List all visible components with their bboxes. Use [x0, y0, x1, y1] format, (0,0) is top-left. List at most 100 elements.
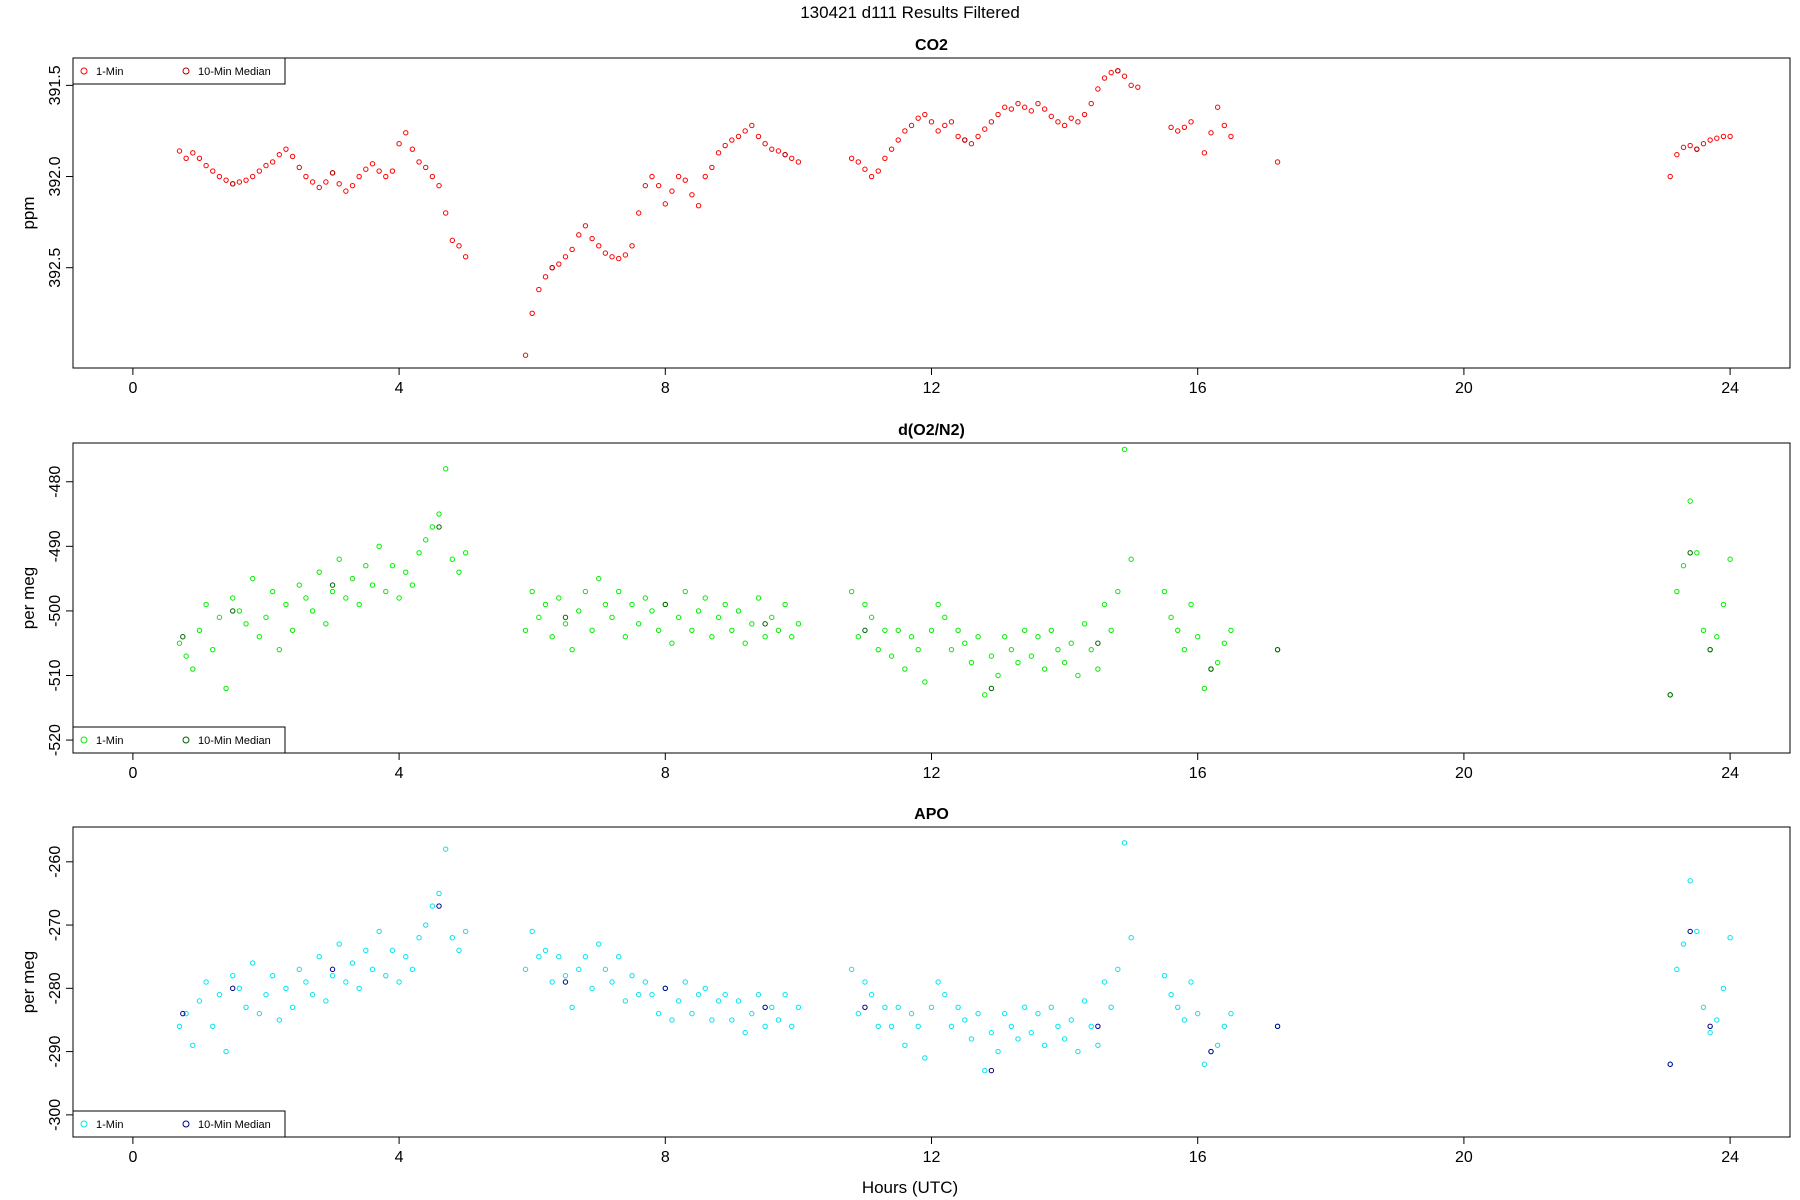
- apo-legend: 1-Min 10-Min Median: [72, 1110, 286, 1138]
- apo-x-tick-label: 4: [395, 1149, 404, 1166]
- apo-y-tick-label: -270: [47, 909, 64, 941]
- data-point: [416, 159, 422, 165]
- data-point: [882, 155, 888, 161]
- data-point: [243, 177, 249, 183]
- data-point: [456, 947, 462, 954]
- data-point: [689, 1010, 695, 1017]
- data-point: [762, 634, 768, 640]
- data-point: [968, 141, 975, 147]
- data-point: [1128, 82, 1134, 89]
- data-point: [562, 979, 569, 985]
- data-point: [203, 162, 209, 169]
- data-point: [1720, 601, 1727, 608]
- data-point: [343, 979, 349, 985]
- data-point: [675, 998, 682, 1004]
- data-point: [928, 119, 935, 125]
- data-point: [868, 173, 875, 180]
- data-point: [1081, 111, 1088, 118]
- data-point: [436, 511, 442, 517]
- data-point: [1088, 1023, 1094, 1029]
- data-point: [709, 164, 715, 171]
- data-point: [383, 588, 389, 595]
- data-point: [1108, 69, 1114, 76]
- data-point: [323, 621, 329, 627]
- data-point: [789, 634, 795, 640]
- data-point: [995, 1048, 1001, 1055]
- data-point: [256, 168, 263, 174]
- data-point: [1221, 640, 1228, 646]
- co2-x-tick-label: 4: [395, 380, 404, 397]
- data-point: [1694, 146, 1700, 152]
- data-point: [649, 173, 655, 180]
- data-point: [862, 166, 868, 172]
- data-point: [1101, 601, 1108, 608]
- data-point: [669, 640, 675, 646]
- data-point: [230, 181, 236, 187]
- o2n2-y-tick-label: -480: [47, 466, 64, 498]
- data-point: [589, 627, 595, 633]
- data-point: [522, 627, 529, 633]
- data-point: [702, 595, 708, 601]
- data-point: [955, 627, 961, 633]
- apo-legend-label: 10-Min Median: [198, 1119, 271, 1131]
- data-point: [1002, 104, 1008, 110]
- data-point: [702, 173, 708, 180]
- data-point: [190, 1042, 196, 1048]
- apo-x-tick-label: 20: [1455, 1149, 1473, 1166]
- data-point: [263, 162, 269, 169]
- data-point: [915, 115, 921, 121]
- data-point: [1041, 666, 1048, 672]
- co2-y-tick-label: 392.5: [47, 248, 64, 288]
- data-point: [269, 159, 276, 165]
- o2n2-x-tick-label: 16: [1189, 765, 1207, 782]
- data-point: [1674, 588, 1680, 595]
- data-point: [389, 563, 396, 569]
- data-point: [349, 960, 356, 966]
- data-point: [403, 569, 409, 575]
- data-point: [709, 634, 715, 640]
- data-point: [695, 991, 702, 998]
- data-point: [862, 627, 868, 633]
- data-point: [1214, 659, 1221, 666]
- data-point: [369, 582, 376, 588]
- data-point: [409, 966, 416, 973]
- data-point: [609, 254, 615, 260]
- data-point: [642, 182, 649, 189]
- data-point: [442, 466, 449, 472]
- data-point: [436, 182, 442, 189]
- data-point: [749, 1010, 755, 1017]
- data-point: [602, 966, 609, 973]
- data-point: [1055, 119, 1061, 125]
- data-point: [1055, 1023, 1061, 1029]
- data-point: [642, 979, 649, 985]
- data-point: [635, 210, 642, 216]
- data-point: [223, 1048, 229, 1055]
- data-point: [529, 588, 535, 595]
- data-point: [549, 265, 555, 271]
- data-point: [562, 621, 569, 627]
- data-point: [669, 188, 675, 194]
- data-point: [1015, 100, 1021, 107]
- data-point: [376, 543, 382, 550]
- data-point: [336, 556, 342, 562]
- data-point: [1687, 142, 1693, 149]
- data-point: [1101, 979, 1108, 985]
- data-point: [1274, 646, 1281, 653]
- data-point: [1707, 646, 1713, 653]
- data-point: [702, 985, 708, 992]
- data-point: [1081, 998, 1088, 1004]
- data-point: [569, 1004, 575, 1011]
- data-point: [722, 142, 728, 149]
- data-point: [423, 922, 429, 928]
- co2-x-tick-label: 16: [1189, 380, 1207, 397]
- data-point: [1700, 1004, 1707, 1011]
- data-point: [462, 550, 469, 556]
- data-point: [988, 685, 995, 692]
- data-point: [1008, 646, 1015, 653]
- data-point: [442, 846, 449, 852]
- data-point: [1108, 627, 1114, 633]
- data-point: [589, 235, 595, 242]
- data-point: [1175, 128, 1181, 134]
- co2-legend-label: 1-Min: [96, 66, 124, 78]
